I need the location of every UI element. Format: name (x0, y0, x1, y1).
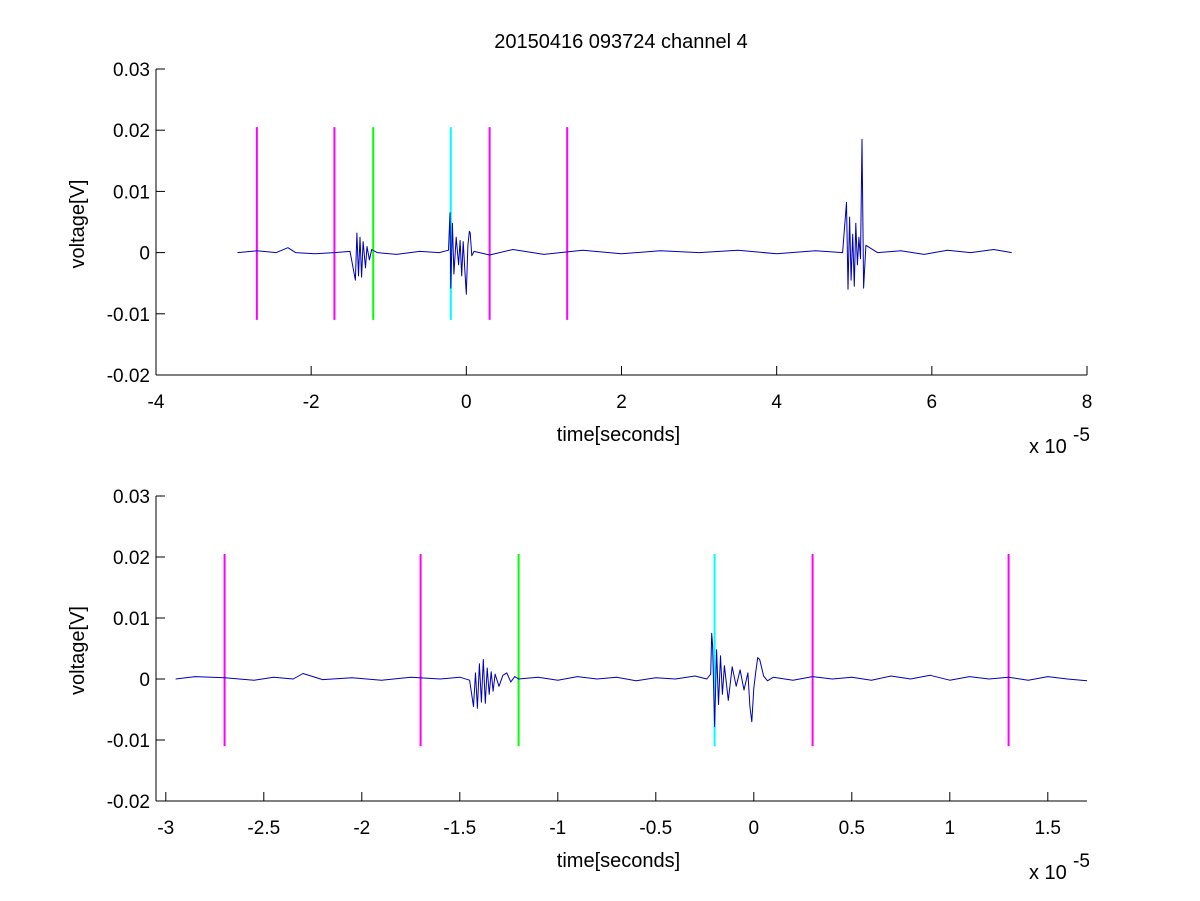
x-exponent-base: x 10 (1029, 436, 1067, 458)
x-tick-label: -1.5 (443, 818, 476, 839)
y-tick-label: -0.02 (107, 792, 150, 813)
x-tick-label: -0.5 (639, 818, 672, 839)
x-axis-label: time[seconds] (557, 424, 680, 446)
y-axis-label: voltage[V] (67, 606, 89, 695)
figure-title: 20150416 093724 channel 4 (494, 31, 748, 53)
y-tick-label: 0 (139, 670, 150, 691)
x-tick-label: 1.5 (1035, 818, 1061, 839)
y-tick-label: 0 (139, 244, 150, 265)
x-exponent-power: -5 (1073, 425, 1090, 446)
x-tick-label: 0 (749, 818, 760, 839)
y-tick-label: 0.01 (113, 609, 150, 630)
x-tick-label: -2 (353, 818, 370, 839)
y-axis-label: voltage[V] (67, 180, 89, 269)
x-tick-label: 1 (945, 818, 956, 839)
signal-trace (175, 632, 1088, 728)
y-tick-label: 0.03 (113, 60, 150, 81)
x-tick-label: 0 (461, 392, 472, 413)
x-tick-label: -3 (157, 818, 174, 839)
x-exponent-base: x 10 (1029, 862, 1067, 884)
x-tick-label: 4 (771, 392, 782, 413)
x-tick-label: 2 (616, 392, 627, 413)
y-tick-label: -0.01 (107, 731, 150, 752)
y-tick-label: 0.02 (113, 121, 150, 142)
x-tick-label: -4 (148, 392, 165, 413)
y-tick-label: 0.02 (113, 548, 150, 569)
x-tick-label: 0.5 (839, 818, 865, 839)
x-exponent-power: -5 (1073, 851, 1090, 872)
x-tick-label: -2.5 (247, 818, 280, 839)
y-tick-label: -0.01 (107, 305, 150, 326)
signal-trace (237, 138, 1012, 295)
x-axis-label: time[seconds] (557, 850, 680, 872)
y-tick-label: 0.03 (113, 487, 150, 508)
y-tick-label: -0.02 (107, 366, 150, 387)
y-tick-label: 0.01 (113, 182, 150, 203)
x-tick-label: -2 (303, 392, 320, 413)
x-tick-label: -1 (549, 818, 566, 839)
x-tick-label: 8 (1082, 392, 1093, 413)
x-tick-label: 6 (927, 392, 938, 413)
